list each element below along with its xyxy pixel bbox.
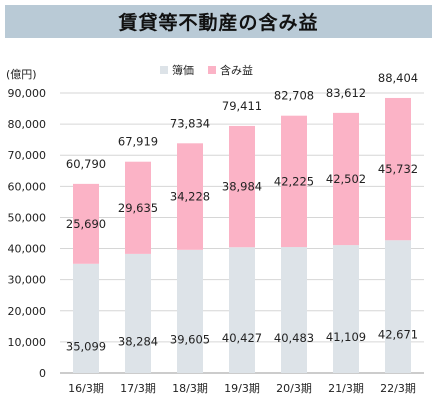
y-unit-label: (億円) <box>6 68 37 81</box>
bar-segment <box>177 143 203 250</box>
bar-segment <box>73 263 99 373</box>
x-tick-label: 17/3期 <box>120 382 156 395</box>
total-label: 60,790 <box>66 157 106 171</box>
data-label: 40,483 <box>274 331 314 345</box>
total-label: 82,708 <box>274 89 314 103</box>
legend-label: 含み益 <box>220 63 253 77</box>
data-label: 38,284 <box>118 334 158 348</box>
data-label: 38,984 <box>222 180 262 194</box>
data-label: 42,225 <box>274 174 314 188</box>
bar-segment <box>177 249 203 373</box>
bar-segment <box>281 115 307 248</box>
bar-segment <box>229 125 255 248</box>
y-tick-label: 70,000 <box>8 149 47 162</box>
bar-segment <box>333 112 359 246</box>
data-label: 25,690 <box>66 217 106 231</box>
legend-label: 簿価 <box>172 63 194 77</box>
y-tick-label: 0 <box>39 367 46 380</box>
bar-segment <box>125 161 151 254</box>
x-tick-label: 22/3期 <box>380 382 416 395</box>
chart-title: 賃貸等不動産の含み益 <box>118 12 319 34</box>
data-label: 42,671 <box>378 328 418 342</box>
y-tick-label: 20,000 <box>8 305 47 318</box>
data-label: 34,228 <box>170 190 210 204</box>
x-tick-label: 18/3期 <box>172 382 208 395</box>
bar-segment <box>385 240 411 373</box>
chart-title-bar: 賃貸等不動産の含み益 <box>5 5 432 38</box>
bar-segment <box>125 253 151 373</box>
y-tick-label: 50,000 <box>8 211 47 224</box>
total-label: 73,834 <box>170 116 210 130</box>
y-tick-label: 90,000 <box>8 87 47 100</box>
bar-segment <box>281 247 307 373</box>
data-label: 41,109 <box>326 330 366 344</box>
total-label: 83,612 <box>326 86 366 100</box>
x-tick-label: 16/3期 <box>68 382 104 395</box>
x-tick-label: 21/3期 <box>328 382 364 395</box>
legend-swatch <box>208 66 216 74</box>
x-tick-label: 20/3期 <box>276 382 312 395</box>
y-tick-label: 10,000 <box>8 336 47 349</box>
data-label: 39,605 <box>170 332 210 346</box>
bar-segment <box>385 97 411 241</box>
bar-segment <box>73 183 99 264</box>
data-label: 29,635 <box>118 201 158 215</box>
y-tick-label: 30,000 <box>8 274 47 287</box>
x-tick-label: 19/3期 <box>224 382 260 395</box>
y-tick-label: 60,000 <box>8 180 47 193</box>
data-label: 45,732 <box>378 162 418 176</box>
total-label: 88,404 <box>378 71 418 85</box>
data-label: 35,099 <box>66 339 106 353</box>
y-tick-label: 40,000 <box>8 243 47 256</box>
total-label: 79,411 <box>222 99 262 113</box>
legend-swatch <box>160 66 168 74</box>
total-label: 67,919 <box>118 135 158 149</box>
data-label: 40,427 <box>222 331 262 345</box>
data-label: 42,502 <box>326 172 366 186</box>
bar-segment <box>333 245 359 373</box>
bar-segment <box>229 247 255 373</box>
y-tick-label: 80,000 <box>8 118 47 131</box>
